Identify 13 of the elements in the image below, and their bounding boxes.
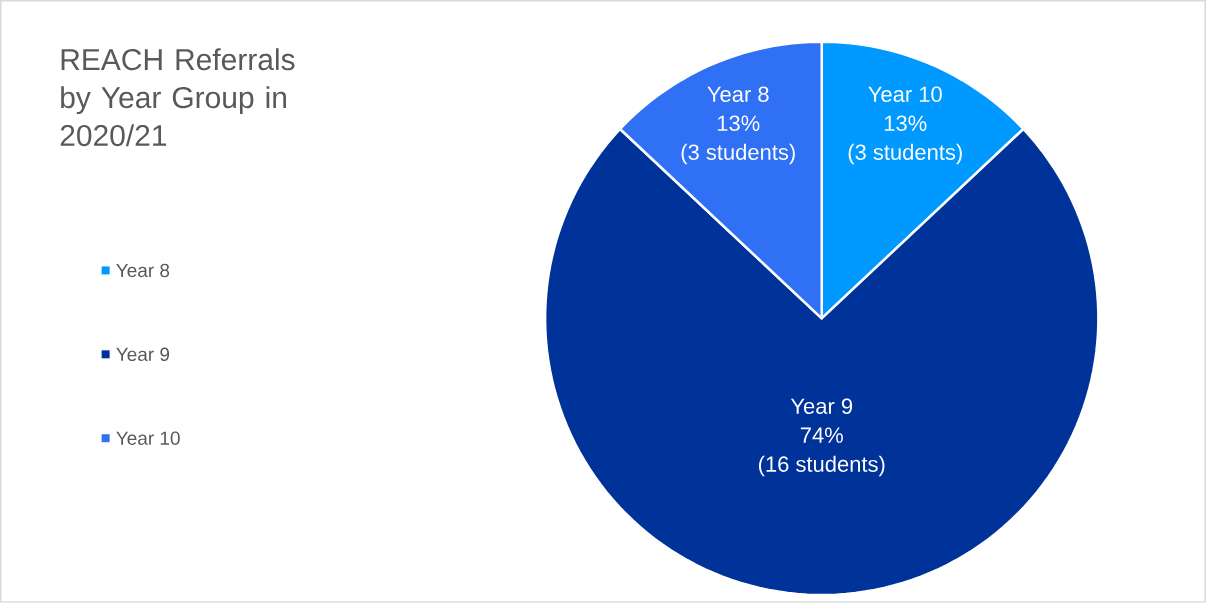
text: Year 8 — [707, 86, 769, 103]
data-label: 74% — [800, 427, 843, 443]
legend-label: Year 8 — [116, 263, 170, 278]
text: (16 students) — [758, 455, 885, 477]
text: (3 students) — [681, 143, 795, 165]
text: Year 9 — [790, 398, 853, 415]
data-label: 13% — [884, 115, 927, 132]
text: REACH Referrals by Year Group in 2020/21 — [60, 48, 295, 147]
legend-label: Year 9 — [116, 347, 170, 362]
data-label: 13% — [717, 115, 760, 132]
text: (3 students) — [848, 143, 962, 165]
legend-label: Year 10 — [116, 431, 180, 446]
text: Year 10 — [868, 86, 942, 103]
